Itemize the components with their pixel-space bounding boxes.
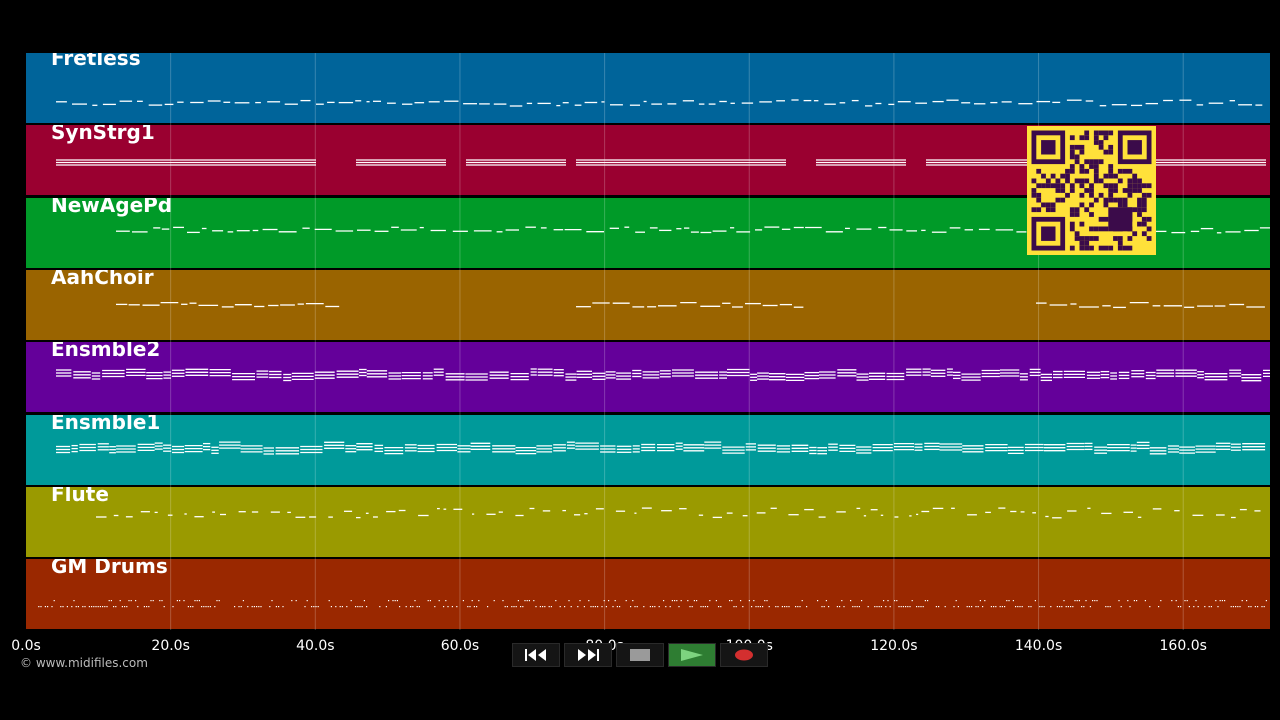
note-roll: [38, 600, 1267, 608]
track-name: Ensmble2: [51, 342, 161, 361]
time-tick-label: 160.0s: [1159, 638, 1207, 654]
rewind-button[interactable]: [512, 643, 560, 667]
note-roll: [56, 99, 1263, 107]
play-button[interactable]: [668, 643, 716, 667]
copyright-text: © www.midifiles.com: [20, 656, 148, 670]
track-name: Ensmble1: [51, 415, 161, 434]
time-tick-label: 0.0s: [11, 638, 41, 654]
note-roll: [96, 507, 1261, 519]
track-name: Fretless: [51, 53, 141, 70]
time-tick-label: 40.0s: [296, 638, 335, 654]
track-lane-aahchoir: AahChoir: [26, 270, 1270, 340]
time-tick-label: 140.0s: [1014, 638, 1063, 654]
rewind-icon: [525, 649, 546, 661]
track-lane-flute: Flute: [26, 487, 1270, 557]
track-name: AahChoir: [51, 270, 154, 289]
time-tick-label: 20.0s: [151, 638, 190, 654]
track-lane-ensmble1: Ensmble1: [26, 415, 1270, 485]
fast-forward-button[interactable]: [564, 643, 612, 667]
track-name: NewAgePd: [51, 198, 173, 217]
track-name: GM Drums: [51, 559, 168, 578]
note-roll: [116, 301, 1265, 309]
record-button[interactable]: [720, 643, 768, 667]
play-icon: [681, 649, 703, 661]
fast-forward-icon: [578, 649, 599, 661]
note-roll: [56, 368, 1270, 382]
track-lane-gm-drums: GM Drums: [26, 559, 1270, 629]
qr-code-icon: [1027, 126, 1156, 255]
stop-icon: [630, 649, 650, 661]
stop-button[interactable]: [616, 643, 664, 667]
transport-controls: [512, 643, 772, 667]
track-name: SynStrg1: [51, 125, 155, 144]
record-icon: [735, 649, 753, 661]
track-lane-ensmble2: Ensmble2: [26, 342, 1270, 412]
track-name: Flute: [51, 487, 109, 506]
track-lane-fretless: Fretless: [26, 53, 1270, 123]
note-roll: [56, 441, 1266, 455]
time-tick-label: 60.0s: [440, 638, 480, 654]
time-tick-label: 120.0s: [870, 638, 918, 654]
note-roll: [116, 226, 1270, 234]
